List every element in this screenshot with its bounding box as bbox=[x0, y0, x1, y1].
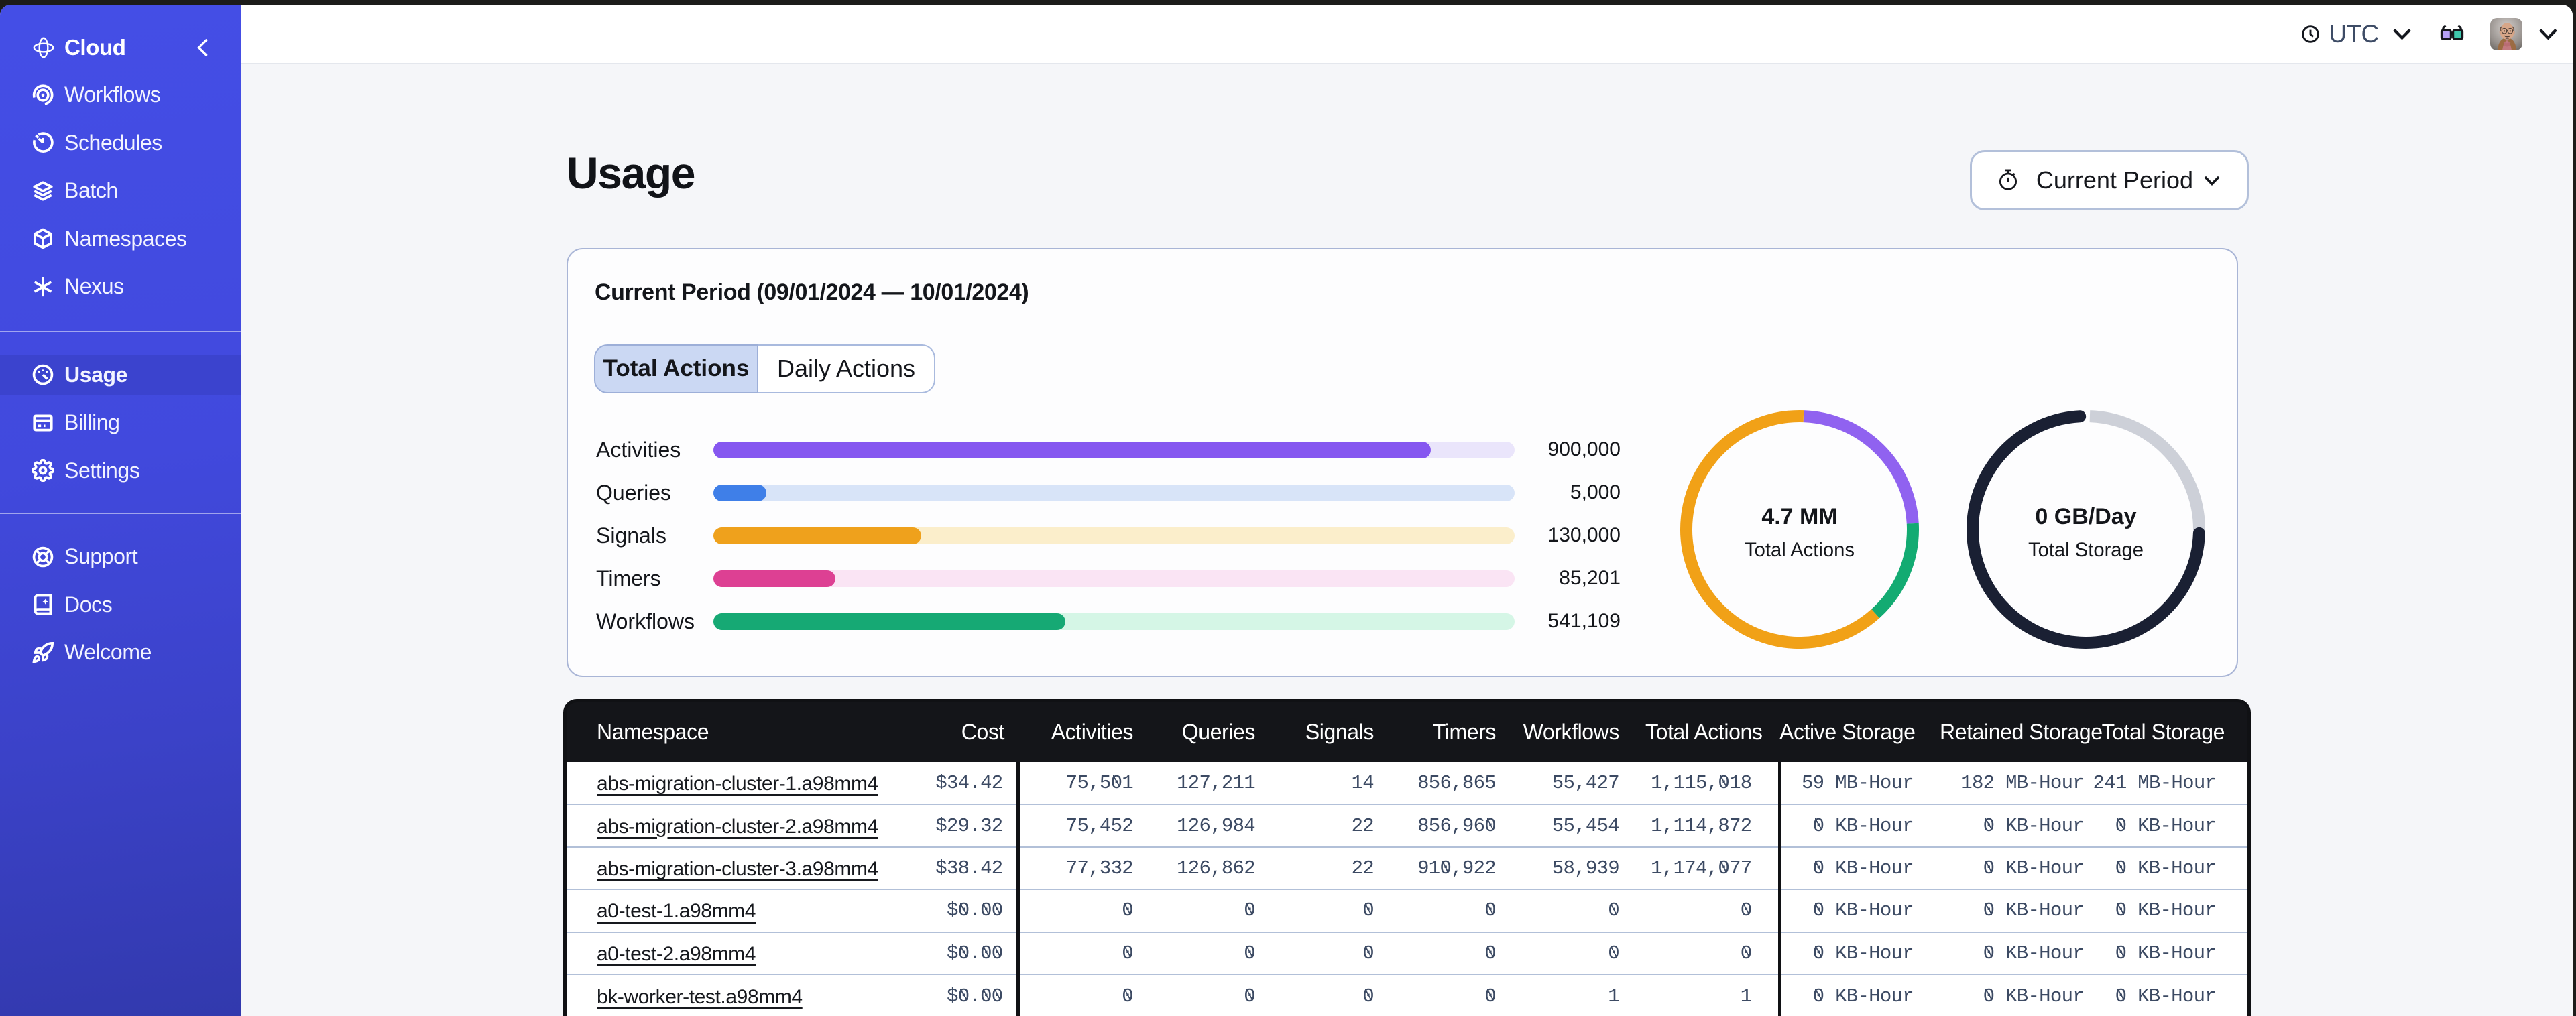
svg-text:Total Actions: Total Actions bbox=[1745, 539, 1855, 561]
svg-text:Total Storage: Total Storage bbox=[2028, 539, 2144, 561]
svg-text:4.7 MM: 4.7 MM bbox=[1761, 504, 1837, 529]
svg-text:0 GB/Day: 0 GB/Day bbox=[2035, 504, 2136, 529]
